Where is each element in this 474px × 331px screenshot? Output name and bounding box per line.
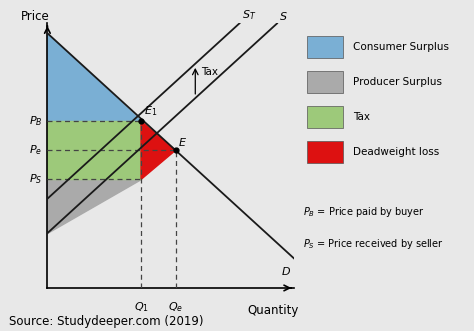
Polygon shape [141, 121, 175, 179]
Text: Source: Studydeeper.com (2019): Source: Studydeeper.com (2019) [9, 315, 204, 328]
Polygon shape [47, 33, 141, 121]
Text: $E_1$: $E_1$ [144, 105, 157, 118]
Text: $Q_1$: $Q_1$ [134, 300, 148, 314]
Text: $D$: $D$ [282, 265, 292, 277]
Text: Consumer Surplus: Consumer Surplus [353, 42, 449, 52]
Polygon shape [47, 179, 141, 233]
Text: $S_T$: $S_T$ [242, 8, 256, 22]
Text: Price: Price [21, 10, 49, 23]
Text: $P_S$ = Price received by seller: $P_S$ = Price received by seller [303, 237, 444, 251]
Text: Producer Surplus: Producer Surplus [353, 77, 442, 87]
Text: $P_B$ = Price paid by buyer: $P_B$ = Price paid by buyer [303, 205, 425, 219]
Text: $P_S$: $P_S$ [29, 172, 43, 186]
FancyBboxPatch shape [307, 71, 343, 93]
Text: Tax: Tax [353, 112, 370, 122]
Text: $P_B$: $P_B$ [29, 114, 43, 128]
FancyBboxPatch shape [307, 141, 343, 163]
Text: $S$: $S$ [279, 10, 288, 22]
Text: Quantity: Quantity [247, 304, 299, 317]
FancyBboxPatch shape [307, 106, 343, 128]
Text: Tax: Tax [201, 67, 219, 77]
Polygon shape [47, 121, 141, 179]
FancyBboxPatch shape [307, 36, 343, 58]
Text: $P_e$: $P_e$ [29, 143, 43, 157]
Text: $Q_e$: $Q_e$ [168, 300, 183, 314]
Text: Deadweight loss: Deadweight loss [353, 147, 439, 157]
Text: $E$: $E$ [178, 136, 187, 148]
